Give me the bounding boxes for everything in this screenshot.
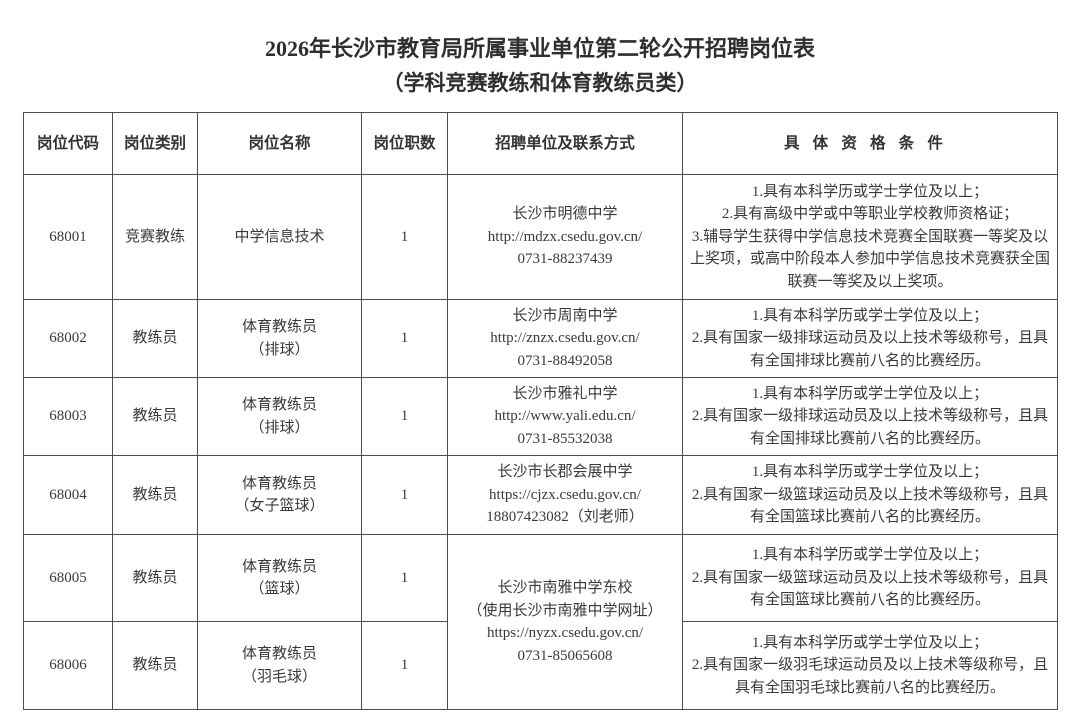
table-row: 68006 教练员 体育教练员 （羽毛球） 1 1.具有本科学历或学士学位及以上… <box>23 621 1058 710</box>
position-name-cell: 体育教练员 （女子篮球） <box>197 455 362 535</box>
employer-contact-cell: 长沙市长郡会展中学 https://cjzx.csedu.gov.cn/ 188… <box>447 455 683 535</box>
position-category-cell: 教练员 <box>112 534 198 622</box>
position-code-cell: 68005 <box>23 534 113 622</box>
employer-contact-cell: 长沙市周南中学 http://znzx.csedu.gov.cn/ 0731-8… <box>447 299 683 378</box>
position-category-cell: 教练员 <box>112 455 198 535</box>
position-count-cell: 1 <box>361 377 448 456</box>
position-name-cell: 体育教练员 （羽毛球） <box>197 621 362 710</box>
position-name-cell: 体育教练员 （篮球） <box>197 534 362 622</box>
col-header-qualifications: 具体资格条件 <box>682 112 1058 175</box>
position-category-cell: 竞赛教练 <box>112 174 198 300</box>
qualifications-cell: 1.具有本科学历或学士学位及以上； 2.具有高级中学或中等职业学校教师资格证； … <box>682 174 1058 300</box>
position-code-cell: 68001 <box>23 174 113 300</box>
page-title: 2026年长沙市教育局所属事业单位第二轮公开招聘岗位表 <box>264 36 815 61</box>
position-code-cell: 68002 <box>23 299 113 378</box>
position-category-cell: 教练员 <box>112 299 198 378</box>
qualifications-cell: 1.具有本科学历或学士学位及以上； 2.具有国家一级排球运动员及以上技术等级称号… <box>682 377 1058 456</box>
col-header-position-code: 岗位代码 <box>23 112 113 175</box>
position-count-cell: 1 <box>361 174 448 300</box>
qualifications-cell: 1.具有本科学历或学士学位及以上； 2.具有国家一级羽毛球运动员及以上技术等级称… <box>682 621 1058 710</box>
qualifications-cell: 1.具有本科学历或学士学位及以上； 2.具有国家一级篮球运动员及以上技术等级称号… <box>682 534 1058 622</box>
position-code-cell: 68006 <box>23 621 113 710</box>
col-header-position-category: 岗位类别 <box>112 112 198 175</box>
employer-contact-cell-merged: 长沙市南雅中学东校 （使用长沙市南雅中学网址） https://nyzx.cse… <box>447 534 683 710</box>
table-row: 68005 教练员 体育教练员 （篮球） 1 长沙市南雅中学东校 （使用长沙市南… <box>23 534 1058 710</box>
table-header-row: 岗位代码 岗位类别 岗位名称 岗位职数 招聘单位及联系方式 具体资格条件 <box>23 112 1058 175</box>
employer-contact-cell: 长沙市明德中学 http://mdzx.csedu.gov.cn/ 0731-8… <box>447 174 683 300</box>
position-name-cell: 体育教练员 （排球） <box>197 377 362 456</box>
page-subtitle: （学科竞赛教练和体育教练员类） <box>382 71 698 95</box>
table-row: 68002 教练员 体育教练员 （排球） 1 长沙市周南中学 http://zn… <box>23 299 1058 378</box>
position-name-cell: 体育教练员 （排球） <box>197 299 362 378</box>
position-name-cell: 中学信息技术 <box>197 174 362 300</box>
position-code-cell: 68004 <box>23 455 113 535</box>
qualifications-cell: 1.具有本科学历或学士学位及以上； 2.具有国家一级篮球运动员及以上技术等级称号… <box>682 455 1058 535</box>
recruitment-table: 岗位代码 岗位类别 岗位名称 岗位职数 招聘单位及联系方式 具体资格条件 680… <box>23 112 1058 710</box>
col-header-position-count: 岗位职数 <box>361 112 448 175</box>
position-category-cell: 教练员 <box>112 377 198 456</box>
position-count-cell: 1 <box>361 299 448 378</box>
employer-contact-cell: 长沙市雅礼中学 http://www.yali.edu.cn/ 0731-855… <box>447 377 683 456</box>
position-category-cell: 教练员 <box>112 621 198 710</box>
table-row: 68004 教练员 体育教练员 （女子篮球） 1 长沙市长郡会展中学 https… <box>23 455 1058 535</box>
table-row: 68001 竞赛教练 中学信息技术 1 长沙市明德中学 http://mdzx.… <box>23 174 1058 300</box>
document-title: 2026年长沙市教育局所属事业单位第二轮公开招聘岗位表 （学科竞赛教练和体育教练… <box>0 34 1080 97</box>
position-count-cell: 1 <box>361 621 448 710</box>
table-row: 68003 教练员 体育教练员 （排球） 1 长沙市雅礼中学 http://ww… <box>23 377 1058 456</box>
qualifications-cell: 1.具有本科学历或学士学位及以上； 2.具有国家一级排球运动员及以上技术等级称号… <box>682 299 1058 378</box>
col-header-employer-contact: 招聘单位及联系方式 <box>447 112 683 175</box>
col-header-position-name: 岗位名称 <box>197 112 362 175</box>
position-count-cell: 1 <box>361 534 448 622</box>
position-code-cell: 68003 <box>23 377 113 456</box>
position-count-cell: 1 <box>361 455 448 535</box>
